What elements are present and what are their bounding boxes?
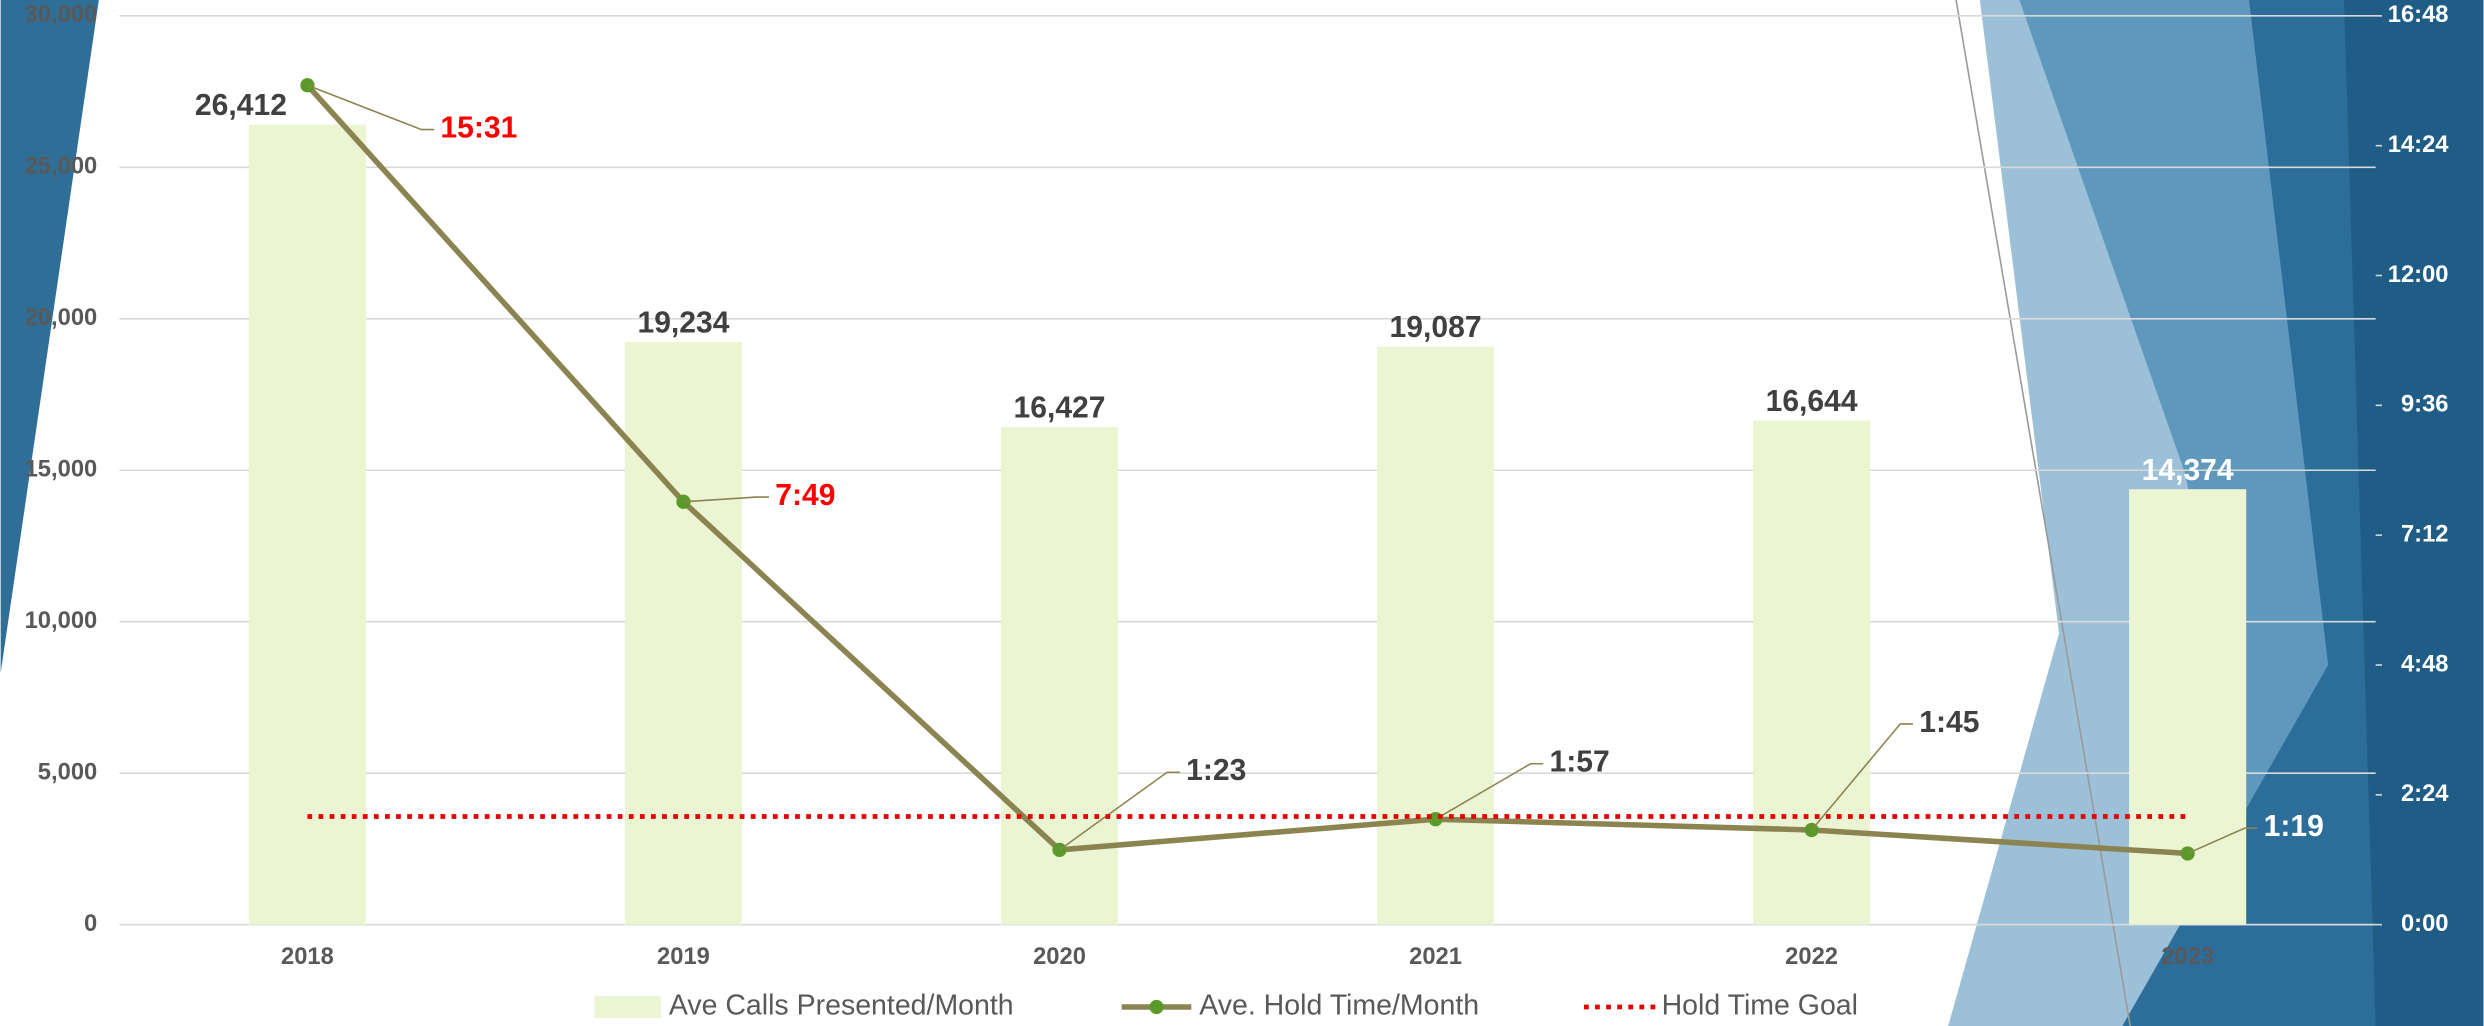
x-tick-label: 2022 [1785,943,1838,970]
y2-tick-label: 16:48 [2388,1,2449,28]
line-value-label: 15:31 [440,112,517,145]
decor-left [0,0,99,673]
bar [624,341,743,925]
bar [1753,420,1871,925]
line-value-label: 1:45 [1919,706,1979,739]
y-tick-label: 0 [84,910,97,937]
y-tick-label: 20,000 [25,304,98,331]
x-tick-label: 2023 [2161,943,2214,970]
bar-value-label: 19,234 [637,307,729,340]
bar [1376,346,1495,925]
bar-value-label: 26,412 [195,89,287,122]
decor-right-edge [2344,0,2484,1026]
y-tick-label: 5,000 [38,758,97,785]
y2-tick-label: 9:36 [2401,391,2449,418]
legend-label: Hold Time Goal [1662,990,1858,1022]
x-tick-label: 2018 [281,943,334,970]
line-value-label: 1:19 [2264,810,2324,843]
bar-value-label: 16,427 [1014,392,1106,425]
y-tick-label: 10,000 [25,607,98,634]
line-value-label: 7:49 [775,479,835,512]
y2-tick-label: 7:12 [2401,520,2449,547]
y2-tick-label: 0:00 [2401,910,2449,937]
bar [1000,427,1119,925]
bar [248,124,367,925]
leader-line [683,496,769,503]
leader-line [2187,827,2258,855]
bar-value-label: 19,087 [1390,311,1482,344]
legend-label: Ave. Hold Time/Month [1199,990,1479,1022]
x-tick-label: 2021 [1409,943,1462,970]
decor-line [1955,0,2132,1026]
x-tick-label: 2019 [657,943,710,970]
y2-tick-label: 4:48 [2401,650,2449,677]
y2-tick-label: 2:24 [2401,780,2449,807]
line-value-label: 1:23 [1186,754,1246,787]
y-tick-label: 15,000 [25,456,98,483]
plot: 0 5,000 10,000 15,000 20,000 25,000 30,000 0:00… [25,1,2450,1021]
leader-line [1435,762,1544,820]
x-tick-label: 2020 [1033,943,1086,970]
leader-line [1059,771,1180,851]
legend-label: Ave Calls Presented/Month [669,990,1014,1022]
y2-tick-label: 12:00 [2388,261,2449,288]
line-value-label: 1:57 [1550,746,1610,779]
leader-line [307,84,435,131]
y-tick-label: 30,000 [25,1,98,28]
leader-line [1810,723,1913,831]
bar-value-label: 16,644 [1766,385,1858,418]
legend-marker [1149,999,1164,1015]
bar-value-label: 14,374 [2142,454,2234,487]
legend-swatch [594,995,661,1019]
hold-time-line [305,83,2188,857]
y-tick-label: 25,000 [25,153,98,180]
y2-tick-label: 14:24 [2388,131,2450,158]
